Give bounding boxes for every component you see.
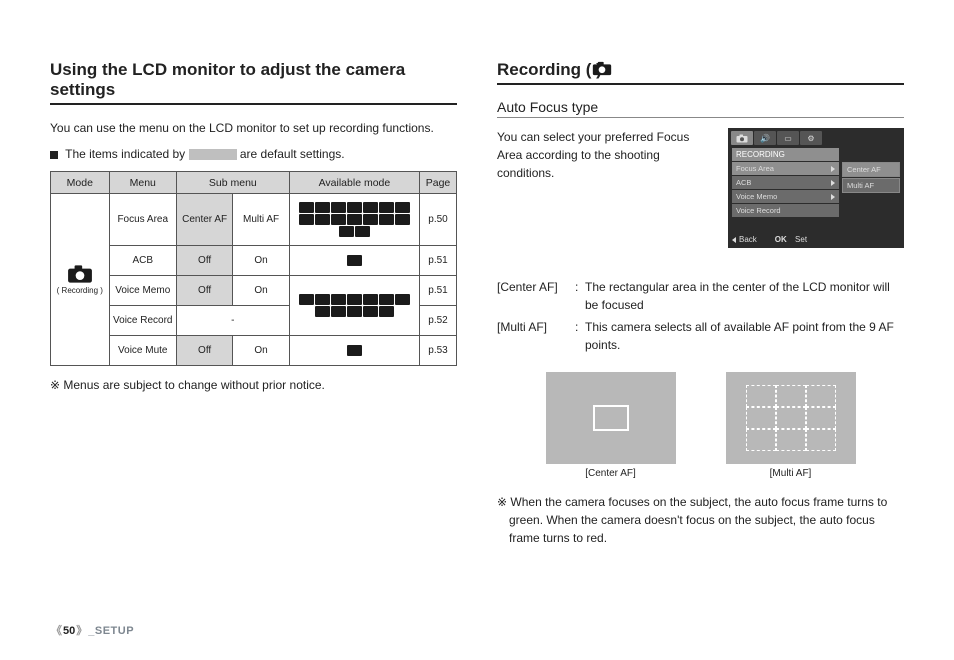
af-note: ※ When the camera focuses on the subject… [497,493,904,547]
page-4: p.53 [420,336,457,366]
cam-opt-multi: Multi AF [842,178,900,193]
page-1: p.51 [420,246,457,276]
menu-vrec: Voice Record [109,306,176,336]
left-intro: You can use the menu on the LCD monitor … [50,119,457,137]
cam-opt-center: Center AF [842,162,900,177]
page-0: p.50 [420,194,457,246]
sub-vmute-on: On [233,336,289,366]
avail-1 [289,246,419,276]
sub-multi-af: Multi AF [233,194,289,246]
camera-icon [67,264,93,284]
menu-vmute: Voice Mute [109,336,176,366]
left-title: Using the LCD monitor to adjust the came… [50,60,457,105]
th-menu: Menu [109,172,176,194]
camera-tabs: 🔊 ▭ ⚙ [728,128,904,148]
avail-0 [289,194,419,246]
multi-af-caption: [Multi AF] [726,468,856,479]
menu-focus-area: Focus Area [109,194,176,246]
mode-cell: ( Recording ) [51,194,110,366]
cam-head: RECORDING [732,148,839,161]
right-title: Recording ( ) [497,60,904,85]
mode-label: ( Recording ) [57,286,103,295]
tab-display-icon: ▭ [777,131,799,145]
th-available: Available mode [289,172,419,194]
avail-2-3 [289,276,419,336]
def-center-label: [Center AF] [497,278,575,314]
cam-ok: OK Set [775,235,807,244]
sub-acb-on: On [233,246,289,276]
sub-vrec: - [176,306,289,336]
sub-vmute-off: Off [176,336,232,366]
page-footer: 《50》_SETUP [50,622,134,638]
camera-menu-mock: 🔊 ▭ ⚙ RECORDING Focus Area ACB Voice Mem… [728,128,904,248]
center-af-diagram: [Center AF] [546,372,676,479]
def-multi-label: [Multi AF] [497,318,575,354]
right-title-text: Recording ( ) [497,60,602,79]
af-definitions: [Center AF] : The rectangular area in th… [497,278,904,354]
settings-table: Mode Menu Sub menu Available mode Page (… [50,171,457,366]
avail-4 [289,336,419,366]
def-center-body: The rectangular area in the center of th… [585,278,904,314]
def-multi-body: This camera selects all of available AF … [585,318,904,354]
cam-item-acb: ACB [732,176,839,189]
cam-back: Back [732,235,757,244]
th-page: Page [420,172,457,194]
af-intro: You can select your preferred Focus Area… [497,128,697,182]
cam-item-focus: Focus Area [732,162,839,175]
sub-vmemo-on: On [233,276,289,306]
bullet-icon [50,151,58,159]
sub-center-af: Center AF [176,194,232,246]
menu-vmemo: Voice Memo [109,276,176,306]
camera-icon [592,61,612,76]
th-mode: Mode [51,172,110,194]
th-submenu: Sub menu [176,172,289,194]
center-af-caption: [Center AF] [546,468,676,479]
multi-af-diagram: [Multi AF] [726,372,856,479]
tab-setup-icon: ⚙ [800,131,822,145]
page-number: 50 [63,625,75,637]
default-note-after: are default settings. [240,147,345,161]
default-note: The items indicated by are default setti… [50,145,457,163]
page-3: p.52 [420,306,457,336]
cam-item-vrec: Voice Record [732,204,839,217]
disclaimer: ※ Menus are subject to change without pr… [50,376,457,394]
page-2: p.51 [420,276,457,306]
menu-acb: ACB [109,246,176,276]
sub-acb-off: Off [176,246,232,276]
tab-camera-icon [731,131,753,145]
default-swatch [189,149,237,160]
section-label: _SETUP [88,625,134,637]
default-note-before: The items indicated by [65,147,185,161]
af-section-title: Auto Focus type [497,99,904,118]
sub-vmemo-off: Off [176,276,232,306]
cam-item-vmemo: Voice Memo [732,190,839,203]
tab-sound-icon: 🔊 [754,131,776,145]
